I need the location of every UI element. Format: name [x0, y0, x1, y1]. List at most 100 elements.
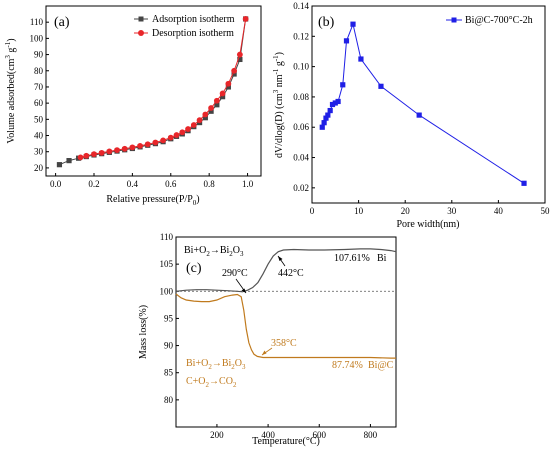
x-tick-label: 10 — [354, 206, 364, 216]
data-point-adsorption-isotherm — [220, 94, 226, 100]
x-tick-label: 0.6 — [165, 179, 177, 189]
series-line-bi-c-700-c-2h — [321, 22, 525, 184]
panel-b-legend: Bi@C-700°C-2h — [446, 15, 533, 26]
x-tick-label: 1.0 — [242, 179, 254, 189]
x-tick-label: 30 — [447, 206, 457, 216]
annot-bic-name: Bi@C — [368, 360, 394, 371]
data-point-adsorption-isotherm — [237, 56, 243, 63]
panel-b-plot-frame — [311, 5, 546, 204]
data-point-bi-c-700-c-2h — [521, 180, 527, 186]
y-tick-label: 0.14 — [293, 1, 309, 11]
annot-bic-reaction-1: Bi+O2→Bi2O3 — [186, 358, 246, 371]
panel-b-y-ticks: 0.02 0.04 0.06 0.08 0.10 0.12 0.14 — [293, 1, 315, 193]
panel-c-y-axis-label: Mass loss(%) — [138, 305, 149, 359]
annot-bi-name: Bi — [377, 253, 387, 264]
data-point-desorption-isotherm — [231, 67, 238, 74]
y-tick-label: 100 — [160, 286, 174, 296]
panel-b-x-ticks: 0 10 20 30 40 50 — [310, 200, 550, 216]
data-point-bi-c-700-c-2h — [358, 56, 364, 62]
x-tick-label: 0.8 — [204, 179, 216, 189]
data-point-desorption-isotherm — [121, 145, 128, 152]
data-point-adsorption-isotherm — [231, 71, 237, 77]
panel-c-label: (c) — [186, 261, 202, 276]
annot-bic-percent: 87.74% — [332, 360, 363, 371]
data-point-bi-c-700-c-2h — [332, 100, 338, 106]
annot-442c: 442°C — [278, 268, 304, 279]
panel-a-y-axis-label: Volume adsorbed(cm3 g-1) — [4, 38, 17, 143]
x-tick-label: 50 — [541, 206, 550, 216]
y-tick-label: 85 — [164, 368, 174, 378]
panel-c-plot-frame — [175, 236, 397, 428]
x-tick-label: 0.4 — [127, 179, 139, 189]
data-point-adsorption-isotherm — [66, 158, 72, 164]
panel-c-x-axis-label: Temperature(°C) — [252, 436, 320, 447]
y-tick-label: 0.10 — [293, 62, 309, 72]
data-point-desorption-isotherm — [173, 132, 180, 138]
panel-a-label: (a) — [54, 15, 70, 30]
panel-a-legend: Adsorption isotherm Desorption isotherm — [134, 14, 235, 39]
annot-358c: 358°C — [271, 338, 297, 349]
data-point-bi-c-700-c-2h — [323, 115, 329, 121]
arrow-358c-head — [262, 350, 267, 355]
data-point-desorption-isotherm — [190, 122, 197, 128]
y-tick-label: 0.06 — [293, 122, 309, 132]
panel-a-y-ticks: 20 30 40 50 60 70 80 90 100 110 — [30, 17, 49, 173]
data-point-bi-c-700-c-2h — [335, 98, 341, 105]
x-tick-label: 200 — [210, 430, 224, 440]
y-tick-label: 40 — [34, 131, 44, 141]
panel-b-x-axis-label: Pore width(nm) — [396, 219, 459, 230]
data-point-desorption-isotherm — [167, 134, 174, 141]
legend-adsorption-marker — [138, 16, 144, 22]
y-tick-label: 80 — [164, 395, 174, 405]
data-point-bi-c-700-c-2h — [378, 83, 384, 89]
data-point-bi-c-700-c-2h — [416, 112, 422, 118]
data-point-desorption-isotherm — [91, 151, 97, 158]
annot-bic-reaction-2: C+O2→CO2 — [186, 376, 237, 389]
y-tick-label: 80 — [34, 66, 44, 76]
data-point-adsorption-isotherm — [202, 115, 208, 121]
panel-a-x-ticks: 0.0 0.2 0.4 0.6 0.8 1.0 — [50, 173, 254, 189]
panel-a-x-axis-label: Relative pressure(P/P0) — [106, 194, 199, 207]
data-point-desorption-isotherm — [77, 154, 84, 161]
data-point-bi-c-700-c-2h — [340, 82, 346, 88]
panel-b-label: (b) — [318, 15, 335, 30]
data-point-desorption-isotherm — [129, 144, 136, 151]
panel-a-isotherm-chart: (a) 0.0 0.2 0.4 0.6 0.8 1.0 20 30 40 50 60 70 80 90 1… — [4, 5, 262, 207]
y-tick-label: 105 — [160, 259, 174, 269]
data-point-desorption-isotherm — [185, 126, 191, 132]
y-tick-label: 0.02 — [293, 183, 309, 193]
arrow-442c-head — [278, 256, 283, 261]
data-point-desorption-isotherm — [213, 97, 220, 104]
panel-c-tga-chart: (c) 200 400 600 800 80 85 90 95 100 105 110 Bi+O2… — [138, 232, 397, 447]
series-line-bi-c — [175, 293, 396, 359]
x-tick-label: 0 — [310, 206, 315, 216]
y-tick-label: 20 — [34, 163, 44, 173]
x-tick-label: 400 — [261, 430, 275, 440]
y-tick-label: 0.12 — [293, 31, 309, 41]
data-point-desorption-isotherm — [98, 149, 105, 156]
data-point-desorption-isotherm — [179, 129, 186, 136]
y-tick-label: 90 — [164, 341, 174, 351]
annot-290c: 290°C — [222, 268, 248, 279]
series-line-bi — [175, 248, 397, 293]
y-tick-label: 95 — [164, 313, 174, 323]
x-tick-label: 40 — [494, 206, 504, 216]
data-point-desorption-isotherm — [225, 80, 232, 87]
panel-c-y-ticks: 80 85 90 95 100 105 110 — [160, 232, 179, 405]
y-tick-label: 50 — [34, 114, 44, 124]
data-point-desorption-isotherm — [83, 152, 90, 159]
y-tick-label: 110 — [30, 17, 44, 27]
y-tick-label: 30 — [34, 147, 44, 157]
data-point-adsorption-isotherm — [208, 108, 214, 114]
y-tick-label: 100 — [30, 33, 44, 43]
data-point-desorption-isotherm — [137, 142, 143, 149]
x-tick-label: 20 — [401, 206, 411, 216]
panel-b-pore-distribution-chart: (b) 0 10 20 30 40 50 0.02 0.04 0.06 0.08 0.10 0.12… — [272, 1, 550, 230]
y-tick-label: 70 — [34, 82, 44, 92]
data-point-desorption-isotherm — [236, 51, 243, 58]
y-tick-label: 110 — [160, 232, 174, 242]
legend-desorption-marker — [138, 30, 144, 36]
data-point-bi-c-700-c-2h — [321, 120, 327, 126]
data-point-desorption-isotherm — [114, 147, 120, 153]
panel-b-series — [319, 21, 527, 186]
